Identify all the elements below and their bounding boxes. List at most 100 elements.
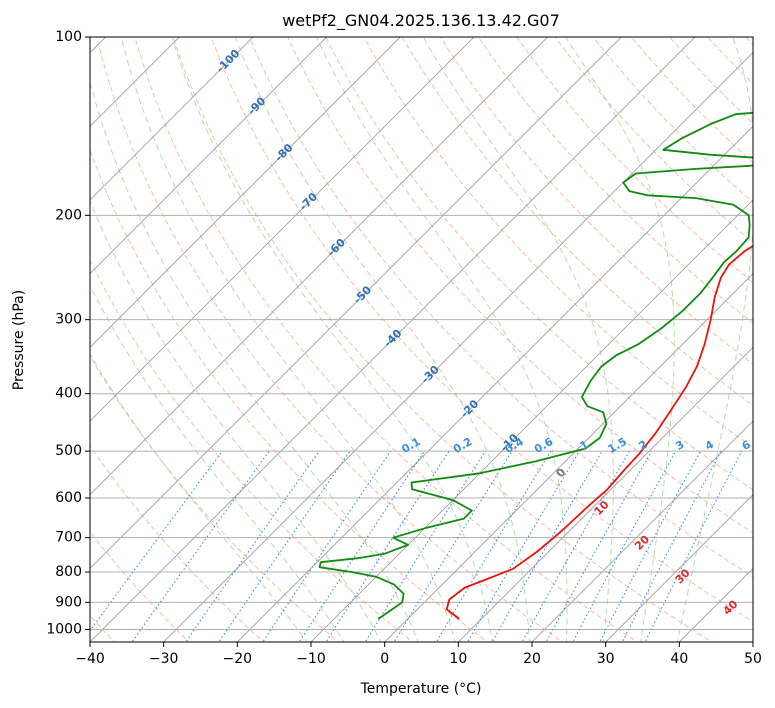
temperature-line [445, 244, 753, 620]
isotherm-label: -70 [297, 190, 320, 213]
mixing-ratio-line [572, 450, 677, 642]
y-tick-label: 1000 [46, 621, 82, 637]
moist-adiabat [171, 37, 493, 642]
dry-adiabat [210, 37, 753, 623]
isotherm-line [163, 52, 753, 642]
plot-frame [89, 36, 754, 643]
moist-adiabat-label: 40 [721, 597, 741, 617]
plot-grid [90, 37, 753, 642]
isotherm-label: -90 [245, 94, 268, 117]
dry-adiabat [592, 37, 753, 203]
x-tick-label: 40 [670, 651, 688, 667]
dry-adiabat [96, 37, 564, 642]
moist-adiabat-label: 20 [632, 533, 652, 553]
y-tick-label: 800 [55, 564, 82, 580]
x-tick-label: 10 [449, 651, 467, 667]
y-axis-ticks: 100 200 300 400 500 600 700 800 900 1000 [46, 29, 90, 637]
dry-adiabat [707, 37, 753, 85]
isotherm-line [678, 567, 753, 642]
mixing-ratio-label: 8 [769, 438, 775, 453]
x-tick-label: −10 [296, 651, 326, 667]
mixing-ratio-line [185, 450, 320, 642]
dry-adiabat [287, 37, 753, 534]
isotherm-line [310, 199, 753, 642]
isotherm-line [90, 37, 696, 642]
dry-adiabat [745, 37, 753, 46]
mixing-ratio-line [218, 450, 351, 642]
x-axis-ticks: −40 −30 −20 −10 0 10 20 30 40 50 [75, 642, 762, 667]
dry-adiabat [363, 37, 753, 448]
isotherm-line [457, 346, 753, 642]
x-tick-label: 20 [523, 651, 541, 667]
dry-adiabat [630, 37, 753, 164]
mixing-ratio-line [599, 450, 701, 642]
moist-adiabat [90, 284, 345, 642]
plot-series [318, 111, 753, 620]
isotherm-label: -30 [419, 363, 442, 386]
isotherm-label: -80 [272, 141, 295, 164]
x-tick-label: 0 [380, 651, 389, 667]
moist-adiabat [316, 37, 568, 642]
x-tick-label: 50 [744, 651, 762, 667]
dewpoint-line [318, 111, 753, 620]
mixing-ratio-line [393, 450, 513, 642]
x-tick-label: −40 [75, 651, 105, 667]
isotherm-line [90, 37, 622, 569]
mixing-ratio-line [262, 450, 392, 642]
dry-adiabat [439, 37, 753, 365]
isotherm-label: -40 [381, 326, 404, 349]
dry-adiabat [134, 37, 638, 642]
moist-adiabat [90, 199, 382, 642]
y-tick-label: 600 [55, 490, 82, 506]
dry-adiabat [90, 148, 489, 642]
dry-adiabat [401, 37, 753, 406]
y-tick-label: 200 [55, 207, 82, 223]
y-tick-label: 300 [55, 312, 82, 328]
mixing-ratio-line [621, 450, 722, 642]
isotherm-line [236, 125, 753, 642]
mixing-ratio-line [298, 450, 425, 642]
isotherm-line [90, 37, 549, 496]
isotherm-line [90, 37, 475, 422]
mixing-ratio-line [90, 450, 223, 632]
mixing-ratio-line [364, 450, 486, 642]
mixing-ratio-line [131, 450, 270, 642]
isotherm-line [90, 37, 254, 201]
y-tick-label: 900 [55, 594, 82, 610]
moist-adiabat-label: 0 [554, 465, 569, 480]
dry-adiabat [554, 37, 753, 243]
mixing-ratio-label: 0.6 [532, 435, 556, 456]
dry-adiabat [172, 37, 713, 642]
dry-adiabat [668, 37, 753, 124]
x-tick-label: −30 [149, 651, 179, 667]
isotherm-label: -100 [214, 47, 243, 76]
y-tick-label: 500 [55, 443, 82, 459]
y-tick-label: 100 [55, 29, 82, 45]
isotherm-line [605, 494, 753, 642]
x-tick-label: −20 [223, 651, 253, 667]
moist-adiabat [90, 353, 308, 642]
dry-adiabat [325, 37, 753, 491]
isotherm-line [90, 37, 401, 348]
isotherm-line [752, 641, 753, 642]
dry-adiabat [90, 445, 265, 642]
isotherm-line [90, 37, 328, 275]
x-tick-label: 30 [597, 651, 615, 667]
moist-adiabat [120, 37, 456, 642]
mixing-ratio-label: 1.5 [606, 435, 629, 456]
y-axis-label: Pressure (hPa) [11, 290, 27, 390]
moist-adiabat [90, 80, 419, 642]
x-axis-label: Temperature (°C) [360, 681, 482, 697]
dry-adiabat [90, 258, 414, 642]
dry-adiabat [477, 37, 753, 324]
y-tick-label: 400 [55, 386, 82, 402]
dry-adiabat [90, 531, 190, 642]
mixing-ratio-line [325, 450, 450, 642]
chart-title: wetPf2_GN04.2025.136.13.42.G07 [282, 11, 560, 31]
mixing-ratio-label: 0.1 [399, 435, 422, 456]
isotherm-line [90, 37, 180, 127]
mixing-ratio-line [466, 450, 580, 642]
isotherm-line [384, 273, 753, 642]
isotherm-line [531, 420, 753, 642]
